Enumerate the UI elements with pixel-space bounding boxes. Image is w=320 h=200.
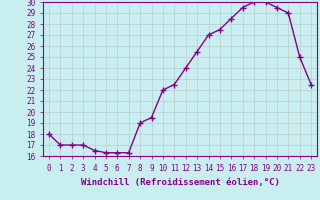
X-axis label: Windchill (Refroidissement éolien,°C): Windchill (Refroidissement éolien,°C) — [81, 178, 279, 187]
